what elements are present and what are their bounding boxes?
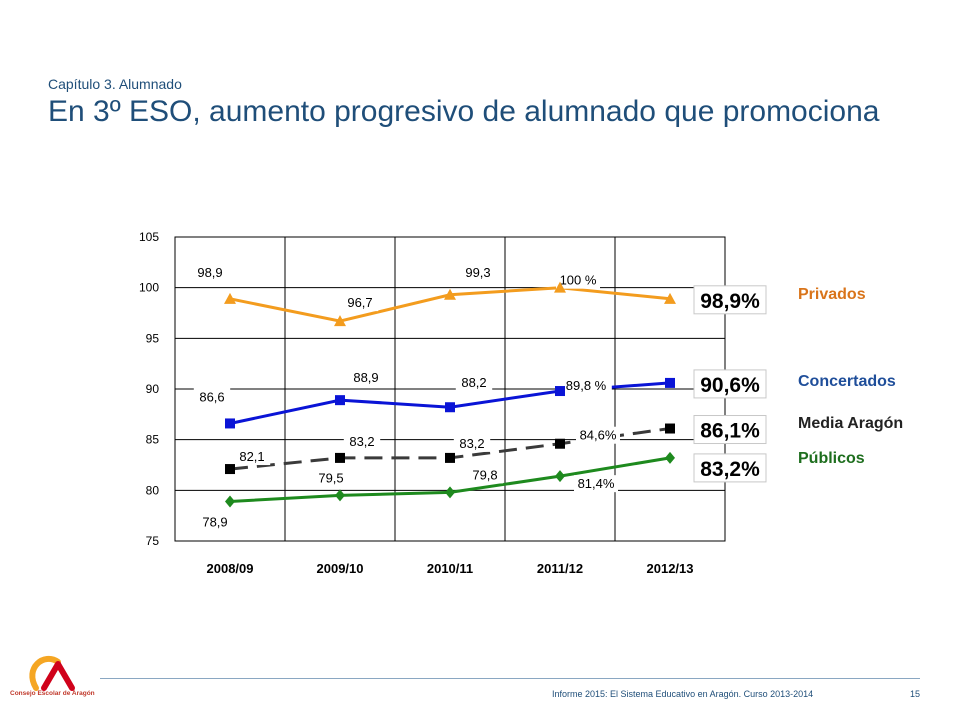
data-point	[445, 486, 455, 499]
data-point	[665, 451, 675, 464]
footer-divider	[100, 678, 920, 679]
data-point	[225, 495, 235, 508]
y-tick-label: 75	[146, 534, 160, 548]
data-label: 86,6	[199, 389, 224, 404]
y-tick-label: 85	[146, 433, 160, 447]
data-label-bg	[576, 426, 620, 444]
data-point	[444, 288, 456, 300]
y-tick-label: 80	[146, 483, 160, 497]
data-label-bg	[191, 263, 229, 281]
final-value-label: 98,9%	[700, 290, 760, 313]
data-label-bg	[466, 466, 504, 484]
x-tick-label: 2010/11	[427, 561, 473, 576]
data-point	[664, 292, 676, 304]
line-chart: 75 80 85 90 95 100 105 2008/09 2009/10 2010/11 201…	[139, 230, 903, 576]
final-value-box	[693, 453, 767, 483]
data-point	[335, 452, 345, 463]
data-label-bg	[560, 377, 612, 395]
data-point	[555, 386, 565, 397]
data-point	[554, 281, 566, 293]
y-tick-label: 90	[146, 382, 160, 396]
data-point	[665, 423, 675, 434]
y-tick-label: 100	[139, 281, 159, 295]
data-point	[445, 402, 455, 413]
y-tick-label: 105	[139, 230, 159, 244]
final-value-label: 86,1%	[700, 420, 760, 443]
data-label-bg	[193, 388, 231, 406]
data-point	[224, 292, 236, 304]
page-number: 15	[910, 689, 921, 699]
data-label-bg	[574, 475, 618, 493]
data-label-bg	[453, 434, 491, 452]
final-value-box	[693, 415, 767, 445]
final-value-box	[693, 285, 767, 315]
data-point	[555, 438, 565, 449]
data-label-bg	[556, 271, 600, 289]
x-tick-label: 2008/09	[207, 561, 254, 576]
data-label: 81,4%	[578, 476, 615, 491]
data-label-bg	[196, 513, 234, 531]
legend-entry: Concertados	[798, 373, 896, 390]
data-point	[335, 489, 345, 502]
data-label: 79,5	[318, 470, 343, 485]
legend-entry: Privados	[798, 286, 866, 303]
data-point	[225, 464, 235, 475]
data-point	[665, 377, 675, 388]
data-label-bg	[312, 469, 350, 487]
legend-entry: Media Aragón	[798, 415, 903, 432]
data-label-bg	[347, 369, 385, 387]
data-label-bg	[233, 448, 271, 466]
final-value-label: 83,2%	[700, 458, 760, 481]
data-label-bg	[459, 263, 497, 281]
logo-text: Consejo Escolar de Aragón	[10, 690, 95, 697]
data-label: 78,9	[202, 514, 227, 529]
data-label: 100 %	[560, 273, 597, 288]
data-label: 88,2	[461, 375, 486, 390]
footer-text: Informe 2015: El Sistema Educativo en Ar…	[552, 689, 814, 699]
data-label: 79,8	[472, 467, 497, 482]
x-tick-label: 2009/10	[317, 561, 364, 576]
x-tick-label: 2011/12	[537, 561, 583, 576]
data-label: 82,1	[239, 449, 264, 464]
x-tick-label: 2012/13	[647, 561, 694, 576]
data-label-bg	[343, 432, 381, 450]
data-label: 99,3	[465, 265, 490, 280]
data-point	[225, 418, 235, 429]
data-label: 88,9	[353, 370, 378, 385]
data-label: 84,6%	[580, 428, 617, 443]
data-label: 83,2	[459, 436, 484, 451]
final-value-label: 90,6%	[700, 374, 760, 397]
data-point	[334, 315, 346, 327]
consejo-logo-icon	[29, 655, 75, 691]
data-label: 89,8 %	[566, 378, 607, 393]
data-point	[335, 395, 345, 406]
final-value-box	[693, 369, 767, 399]
legend-entry: Públicos	[798, 450, 865, 467]
chapter-subtitle: Capítulo 3. Alumnado	[48, 76, 182, 92]
data-label: 83,2	[349, 434, 374, 449]
data-label: 96,7	[347, 295, 372, 310]
data-label-bg	[455, 374, 493, 392]
data-label: 98,9	[197, 265, 222, 280]
page-title: En 3º ESO, aumento progresivo de alumnad…	[48, 95, 880, 128]
data-label-bg	[341, 294, 379, 312]
y-tick-label: 95	[146, 331, 160, 345]
data-point	[445, 452, 455, 463]
data-point	[555, 470, 565, 483]
